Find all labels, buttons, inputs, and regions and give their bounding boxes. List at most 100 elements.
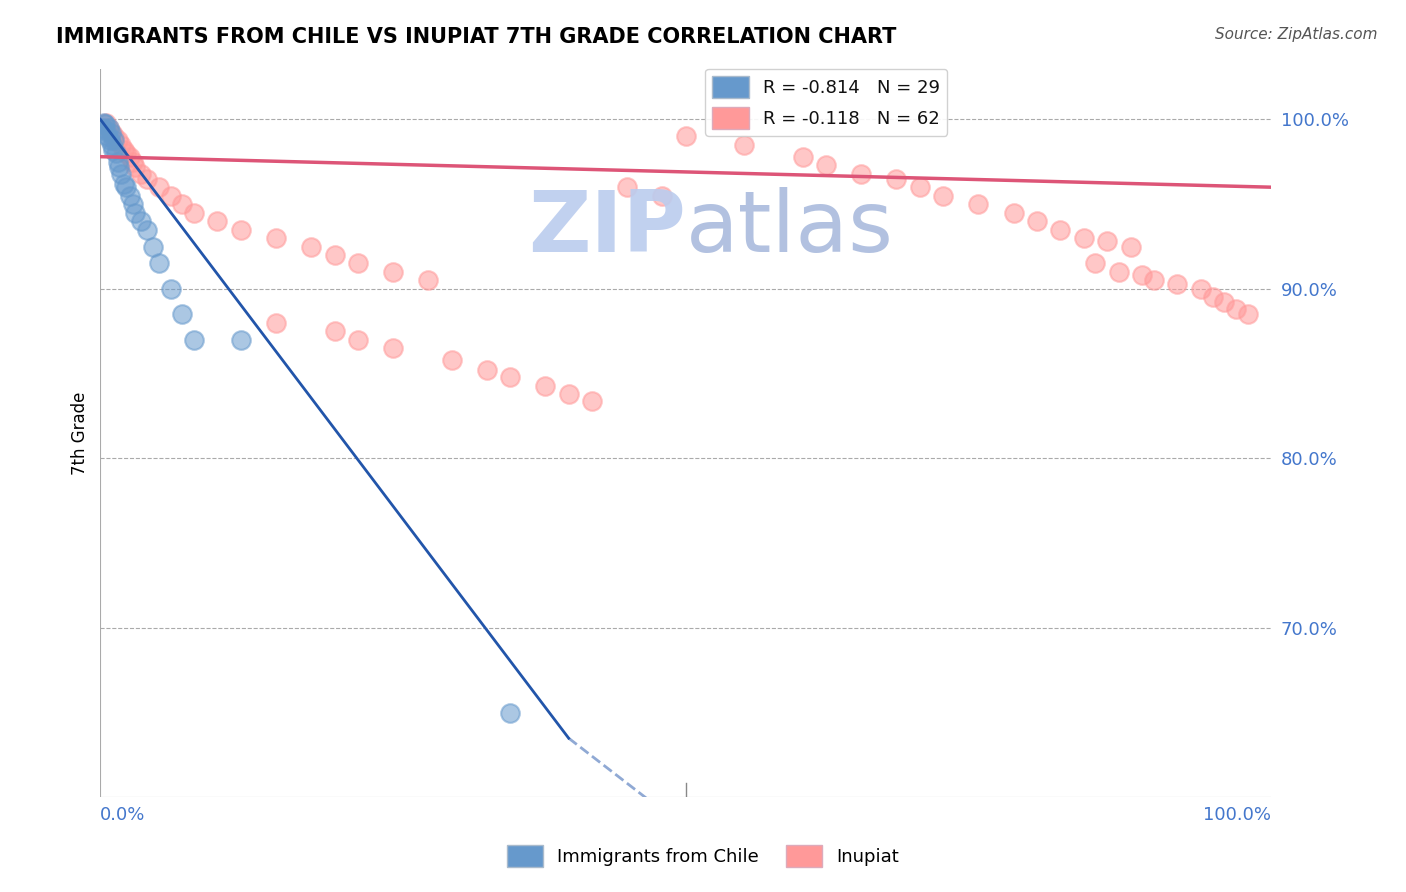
Text: 0.0%: 0.0% bbox=[100, 806, 146, 824]
Point bbox=[131, 214, 153, 228]
Point bbox=[1236, 307, 1258, 321]
Point bbox=[499, 370, 522, 384]
Point bbox=[347, 256, 370, 270]
Point bbox=[418, 273, 440, 287]
Point bbox=[1143, 273, 1166, 287]
Point bbox=[104, 146, 127, 161]
Point bbox=[967, 197, 990, 211]
Point bbox=[815, 158, 838, 172]
Point bbox=[323, 324, 346, 338]
Point bbox=[101, 126, 124, 140]
Point bbox=[101, 137, 124, 152]
Point bbox=[115, 146, 138, 161]
Text: ZIP: ZIP bbox=[529, 187, 686, 270]
Point bbox=[1049, 222, 1071, 236]
Point bbox=[97, 120, 120, 135]
Point bbox=[124, 160, 146, 174]
Point bbox=[124, 205, 146, 219]
Point bbox=[1002, 205, 1025, 219]
Point bbox=[499, 706, 522, 720]
Point bbox=[264, 231, 287, 245]
Point bbox=[172, 307, 194, 321]
Point bbox=[103, 129, 125, 144]
Point bbox=[651, 188, 673, 202]
Point bbox=[148, 180, 170, 194]
Point bbox=[115, 180, 138, 194]
Point bbox=[1166, 277, 1188, 291]
Point bbox=[1095, 235, 1118, 249]
Point bbox=[908, 180, 931, 194]
Point bbox=[122, 197, 145, 211]
Point bbox=[851, 167, 873, 181]
Point bbox=[118, 188, 141, 202]
Point bbox=[475, 363, 498, 377]
Point bbox=[97, 120, 120, 135]
Point bbox=[110, 167, 132, 181]
Point bbox=[1225, 302, 1247, 317]
Point bbox=[1130, 268, 1153, 283]
Y-axis label: 7th Grade: 7th Grade bbox=[72, 392, 89, 475]
Point bbox=[207, 214, 229, 228]
Point bbox=[93, 116, 115, 130]
Point bbox=[1026, 214, 1049, 228]
Point bbox=[264, 316, 287, 330]
Point bbox=[299, 239, 322, 253]
Point bbox=[792, 150, 814, 164]
Point bbox=[96, 124, 118, 138]
Point bbox=[733, 137, 755, 152]
Point bbox=[534, 378, 557, 392]
Text: IMMIGRANTS FROM CHILE VS INUPIAT 7TH GRADE CORRELATION CHART: IMMIGRANTS FROM CHILE VS INUPIAT 7TH GRA… bbox=[56, 27, 897, 46]
Point bbox=[136, 222, 159, 236]
Point bbox=[323, 248, 346, 262]
Point bbox=[112, 143, 135, 157]
Point bbox=[932, 188, 955, 202]
Legend: Immigrants from Chile, Inupiat: Immigrants from Chile, Inupiat bbox=[499, 838, 907, 874]
Point bbox=[886, 171, 908, 186]
Point bbox=[159, 282, 181, 296]
Text: atlas: atlas bbox=[686, 187, 894, 270]
Point bbox=[131, 167, 153, 181]
Legend: R = -0.814   N = 29, R = -0.118   N = 62: R = -0.814 N = 29, R = -0.118 N = 62 bbox=[706, 69, 948, 136]
Point bbox=[382, 341, 405, 355]
Point bbox=[1084, 256, 1107, 270]
Point bbox=[148, 256, 170, 270]
Point bbox=[229, 333, 252, 347]
Point bbox=[103, 143, 125, 157]
Text: 100.0%: 100.0% bbox=[1204, 806, 1271, 824]
Point bbox=[118, 150, 141, 164]
Point bbox=[1119, 239, 1142, 253]
Point bbox=[1189, 282, 1212, 296]
Point bbox=[96, 116, 118, 130]
Point bbox=[112, 177, 135, 191]
Point bbox=[1213, 295, 1236, 310]
Point bbox=[172, 197, 194, 211]
Point bbox=[1201, 290, 1223, 304]
Point bbox=[229, 222, 252, 236]
Point bbox=[1073, 231, 1095, 245]
Point bbox=[108, 160, 131, 174]
Point bbox=[581, 393, 603, 408]
Point bbox=[94, 118, 117, 132]
Point bbox=[616, 180, 638, 194]
Point bbox=[122, 154, 145, 169]
Point bbox=[159, 188, 181, 202]
Point bbox=[142, 239, 165, 253]
Point bbox=[98, 133, 121, 147]
Point bbox=[136, 171, 159, 186]
Point bbox=[183, 333, 205, 347]
Point bbox=[347, 333, 370, 347]
Text: Source: ZipAtlas.com: Source: ZipAtlas.com bbox=[1215, 27, 1378, 42]
Point bbox=[110, 137, 132, 152]
Point bbox=[382, 265, 405, 279]
Point bbox=[107, 133, 129, 147]
Point bbox=[183, 205, 205, 219]
Point bbox=[103, 133, 125, 147]
Point bbox=[1108, 265, 1130, 279]
Point bbox=[107, 154, 129, 169]
Point bbox=[100, 126, 122, 140]
Point bbox=[91, 120, 114, 135]
Point bbox=[675, 129, 697, 144]
Point bbox=[96, 129, 118, 144]
Point bbox=[440, 353, 463, 368]
Point bbox=[557, 387, 579, 401]
